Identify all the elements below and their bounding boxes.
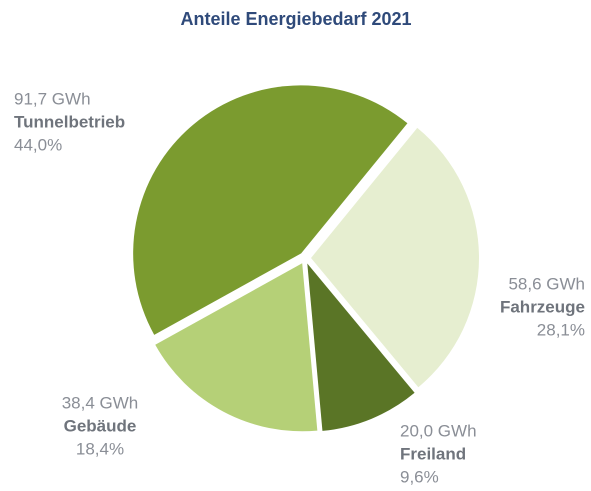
energy-label: 38,4 GWh [62, 393, 139, 412]
category-label: Gebäude [64, 416, 137, 435]
pie-slice [133, 85, 408, 335]
chart-title: Anteile Energiebedarf 2021 [180, 9, 411, 29]
energy-label: 58,6 GWh [508, 274, 585, 293]
pie-slice [310, 127, 479, 388]
category-label: Fahrzeuge [500, 297, 585, 316]
energy-label: 20,0 GWh [400, 421, 477, 440]
energy-label: 91,7 GWh [14, 89, 91, 108]
pie-slice [155, 263, 318, 432]
value-label: 44,0% [14, 135, 62, 154]
pie-slice [307, 263, 415, 431]
category-label: Freiland [400, 444, 466, 463]
category-label: Tunnelbetrieb [14, 112, 125, 131]
value-label: 28,1% [537, 320, 585, 339]
value-label: 18,4% [76, 439, 124, 458]
value-label: 9,6% [400, 467, 439, 486]
